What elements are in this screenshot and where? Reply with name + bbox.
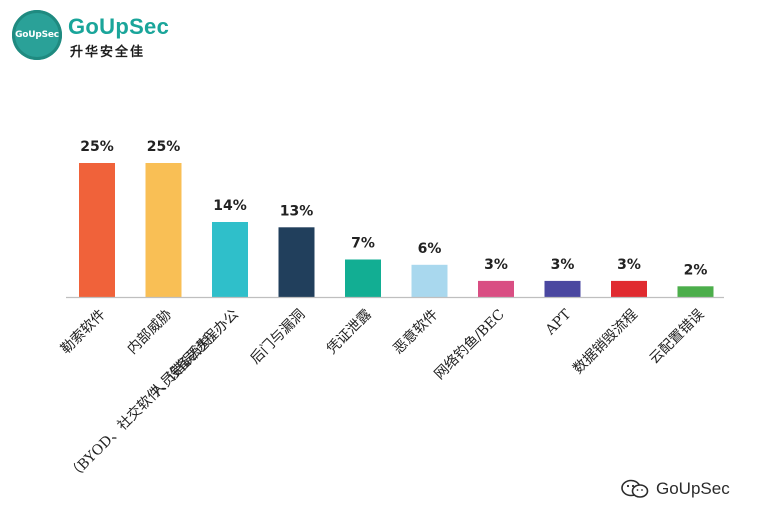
data-label: 25% <box>80 139 114 155</box>
logo-badge-text: GoUpSec <box>15 30 59 40</box>
tick-label: 数据销毁流程 <box>570 307 641 378</box>
tick-label: 恶意软件 <box>390 306 442 358</box>
data-label: 3% <box>617 257 641 273</box>
bar <box>411 264 448 297</box>
logo-subtitle: 升华安全佳 <box>70 45 146 60</box>
data-label: 14% <box>213 198 247 214</box>
bar <box>145 163 182 297</box>
data-label: 25% <box>147 139 181 155</box>
bar <box>79 163 115 297</box>
bar <box>278 227 315 297</box>
logo: GoUpSec GoUpSec 升华安全佳 <box>12 10 212 64</box>
tick-label: 内部威胁 <box>124 307 175 358</box>
tick-label: 勒索软件 <box>57 306 109 358</box>
bar <box>544 280 581 297</box>
bar <box>611 280 647 297</box>
data-label: 13% <box>280 203 314 219</box>
tick-label: 后门与漏洞 <box>248 307 309 368</box>
data-label: 7% <box>351 236 375 252</box>
tick-label: 凭证泄露 <box>324 307 375 358</box>
wechat-icon <box>621 479 649 498</box>
bar <box>345 259 381 297</box>
bar <box>478 280 514 297</box>
logo-name: GoUpSec <box>68 14 170 39</box>
watermark-text: GoUpSec <box>656 479 730 498</box>
data-label: 3% <box>551 257 575 273</box>
bar <box>212 222 248 297</box>
tick-label: 网络钓鱼/BEC <box>431 306 508 383</box>
tick-label: APT <box>542 306 575 339</box>
data-label: 3% <box>484 257 508 273</box>
data-label: 6% <box>418 241 442 257</box>
bar <box>677 286 714 297</box>
data-label: 2% <box>684 262 708 278</box>
tick-label: 云配置错误 <box>647 307 708 368</box>
watermark: GoUpSec <box>620 478 730 500</box>
logo-badge-icon: GoUpSec <box>12 10 62 60</box>
